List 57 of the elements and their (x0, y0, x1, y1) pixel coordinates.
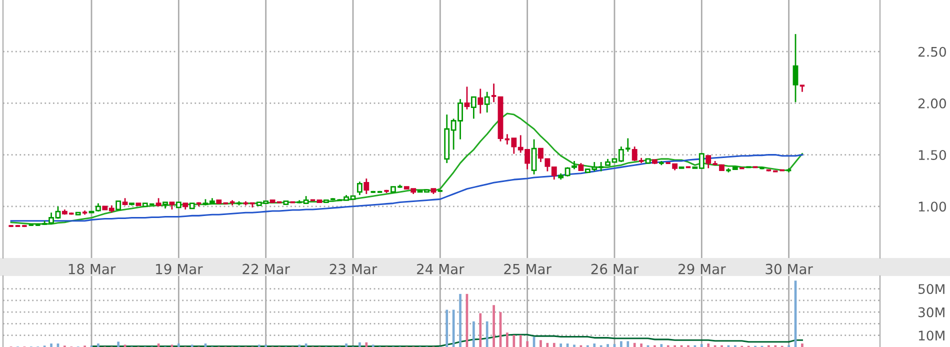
bar (358, 342, 361, 347)
bar (117, 342, 120, 347)
bar (345, 344, 348, 347)
bar (512, 335, 516, 347)
bar (700, 344, 703, 347)
x-tick-label: 22 Mar (242, 264, 290, 274)
bar (97, 344, 100, 347)
bar (492, 305, 495, 347)
bar (526, 341, 528, 347)
candlestick (356, 180, 362, 196)
bar (472, 321, 475, 347)
bar (801, 344, 804, 347)
bar (707, 344, 710, 347)
bar (365, 342, 368, 347)
bar (606, 344, 609, 347)
bar (540, 340, 542, 347)
candlestick (478, 88, 484, 114)
bar (177, 344, 180, 347)
bar (593, 344, 596, 347)
bar (552, 342, 556, 347)
bar (519, 335, 522, 347)
candlestick (798, 84, 806, 93)
x-tick-label: 24 Mar (417, 264, 464, 274)
x-tick-label: 25 Mar (504, 264, 552, 274)
bar (479, 313, 482, 347)
y-tick-label: 1.00 (918, 202, 946, 212)
y-tick-label: 10M (918, 330, 944, 341)
bar (633, 342, 636, 347)
candlestick (531, 138, 537, 176)
candlestick (464, 86, 470, 110)
y-tick-label: 50M (918, 284, 944, 294)
candlestick (484, 91, 490, 114)
y-tick-label: 1.50 (918, 150, 946, 160)
candlestick (364, 178, 370, 195)
x-tick-label: 29 Mar (678, 264, 726, 274)
line-series (90, 334, 803, 347)
line-series (10, 112, 803, 225)
bar (660, 344, 663, 347)
y-tick-label: 2.00 (918, 98, 946, 108)
candlestick (792, 33, 798, 103)
y-tick-label: 2.50 (918, 46, 946, 57)
x-tick-label: 18 Mar (68, 264, 116, 274)
x-tick-label: 30 Mar (766, 264, 813, 274)
bar (486, 321, 488, 347)
x-tick-label: 26 Mar (591, 264, 639, 274)
bar (640, 344, 642, 347)
y-tick-label: 30M (918, 307, 944, 318)
x-tick-label: 23 Mar (330, 264, 378, 274)
bar (620, 341, 622, 347)
candlestick (470, 96, 476, 120)
x-tick-label: 19 Mar (156, 264, 203, 274)
bar (459, 294, 462, 347)
bar (560, 344, 562, 347)
bar (446, 310, 448, 347)
bar (626, 341, 630, 347)
bar (506, 332, 508, 347)
bar (50, 344, 52, 347)
